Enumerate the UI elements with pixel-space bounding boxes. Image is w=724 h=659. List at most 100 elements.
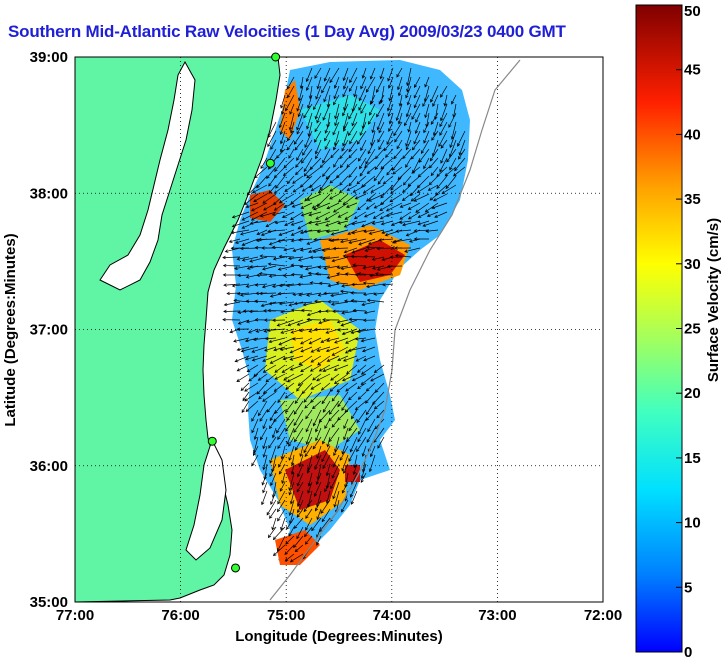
velocity-arrow — [378, 94, 385, 105]
velocity-arrow — [306, 166, 322, 179]
velocity-arrow — [261, 472, 268, 486]
velocity-arrow — [365, 76, 376, 93]
velocity-arrow — [370, 130, 376, 147]
velocity-arrow — [432, 121, 439, 137]
velocity-arrow — [321, 391, 331, 405]
velocity-arrow — [359, 121, 367, 136]
velocity-arrow — [346, 157, 358, 168]
velocity-arrow — [306, 292, 322, 297]
velocity-arrow — [369, 67, 376, 80]
velocity-arrow — [258, 272, 277, 276]
velocity-arrow — [279, 481, 286, 492]
velocity-arrow — [330, 472, 340, 490]
velocity-arrow — [324, 121, 331, 134]
velocity-arrow — [228, 238, 241, 243]
velocity-arrow — [310, 184, 322, 192]
velocity-arrow — [376, 112, 385, 131]
velocity-arrow — [311, 517, 322, 532]
velocity-arrow — [331, 346, 349, 356]
velocity-arrow — [240, 292, 259, 297]
velocity-arrow — [259, 211, 277, 218]
velocity-arrow — [348, 139, 358, 153]
velocity-arrow — [327, 283, 340, 288]
velocity-arrow — [352, 308, 367, 313]
colorbar-tick-label: 15 — [684, 450, 701, 467]
velocity-arrow — [411, 103, 421, 120]
velocity-arrow — [270, 139, 277, 150]
velocity-arrow — [268, 238, 286, 246]
velocity-arrow — [254, 166, 268, 179]
velocity-arrow — [278, 283, 295, 288]
velocity-arrow — [262, 364, 277, 373]
velocity-arrow — [394, 253, 412, 258]
velocity-arrow — [234, 355, 250, 363]
velocity-arrow — [387, 103, 394, 117]
velocity-arrow — [371, 256, 385, 261]
velocity-arrow — [313, 481, 322, 497]
velocity-arrow — [296, 121, 304, 135]
velocity-arrow — [274, 373, 286, 380]
velocity-arrow — [296, 382, 304, 392]
velocity-arrow — [304, 400, 313, 409]
velocity-arrow — [399, 202, 412, 208]
velocity-arrow — [313, 327, 331, 332]
velocity-arrow — [401, 193, 412, 202]
velocity-arrow — [392, 166, 403, 175]
velocity-arrow — [393, 148, 403, 160]
velocity-arrow — [367, 139, 376, 155]
velocity-arrow — [343, 247, 358, 254]
colorbar-tick-label: 50 — [684, 3, 701, 20]
velocity-arrow — [262, 454, 268, 471]
velocity-arrow — [438, 130, 448, 148]
velocity-arrow — [223, 283, 241, 287]
velocity-arrow — [431, 202, 448, 210]
velocity-arrow — [321, 256, 340, 261]
velocity-arrow — [246, 364, 259, 372]
velocity-arrow — [259, 409, 268, 422]
velocity-arrow — [283, 247, 295, 252]
velocity-arrow — [289, 103, 295, 115]
velocity-arrow — [223, 301, 241, 307]
velocity-arrow — [312, 400, 322, 410]
velocity-arrow — [301, 184, 313, 192]
velocity-arrow — [320, 499, 331, 514]
colorbar-tick-label: 5 — [684, 579, 692, 596]
velocity-arrow — [250, 211, 268, 221]
velocity-arrow — [322, 103, 331, 121]
velocity-arrow — [349, 67, 358, 84]
velocity-arrow — [318, 364, 331, 372]
velocity-arrow — [388, 121, 394, 132]
velocity-arrow — [303, 391, 313, 403]
velocity-arrow — [339, 175, 349, 186]
velocity-arrow — [292, 184, 304, 193]
velocity-arrow — [290, 454, 295, 466]
velocity-arrow — [279, 130, 286, 145]
velocity-arrow — [357, 427, 367, 443]
velocity-arrow — [373, 400, 385, 410]
velocity-arrow — [411, 166, 421, 174]
velocity-arrow — [365, 382, 376, 392]
velocity-arrow — [374, 272, 394, 276]
velocity-arrow — [295, 166, 304, 176]
velocity-arrow — [334, 373, 349, 385]
velocity-arrow — [317, 355, 331, 366]
velocity-arrow — [374, 148, 385, 160]
velocity-arrow — [378, 238, 394, 242]
velocity-arrow — [352, 263, 367, 267]
velocity-arrow — [272, 256, 286, 261]
velocity-arrow — [326, 274, 340, 279]
velocity-arrow — [290, 463, 295, 475]
velocity-arrow — [257, 373, 268, 381]
velocity-arrow — [358, 94, 367, 111]
velocity-arrow — [309, 255, 322, 260]
velocity-arrow — [306, 193, 322, 201]
velocity-arrow — [337, 355, 349, 361]
velocity-arrow — [307, 271, 322, 276]
velocity-arrow — [396, 67, 403, 78]
velocity-arrow — [365, 202, 376, 210]
velocity-arrow — [312, 409, 322, 427]
velocity-arrow — [440, 103, 448, 122]
velocity-arrow — [330, 301, 349, 306]
velocity-arrow — [341, 328, 358, 336]
velocity-arrow — [348, 238, 367, 245]
